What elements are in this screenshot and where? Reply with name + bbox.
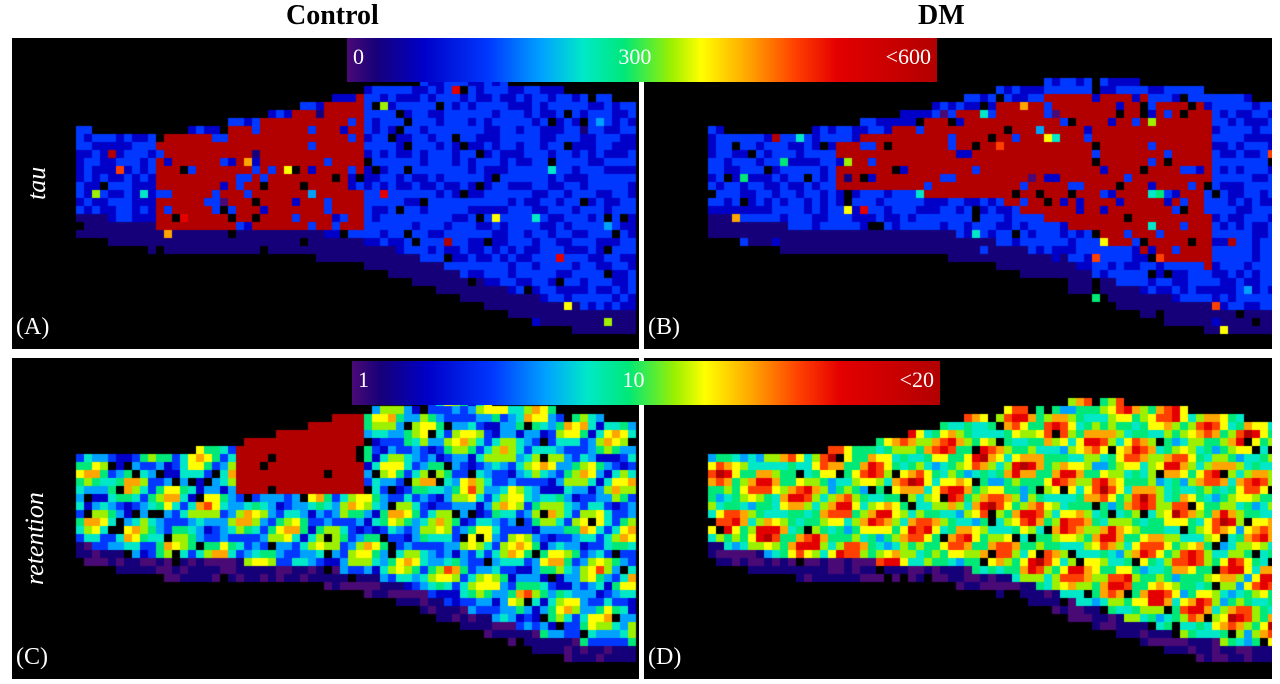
- colorbar-max-label: <600: [885, 44, 931, 69]
- panel-c-control-retention-map: (C): [12, 358, 639, 679]
- control-column-title: Control: [286, 0, 379, 31]
- tau-colorbar: 0 300 <600: [347, 38, 937, 82]
- colorbar-gradient: [347, 38, 937, 82]
- colorbar-mid-label: 10: [622, 367, 645, 392]
- panel-d-label: (D): [648, 644, 682, 670]
- retention-colorbar: 1 10 <20: [352, 361, 940, 405]
- panel-a-label: (A): [16, 314, 50, 340]
- colorbar-min-label: 1: [358, 367, 369, 392]
- dm-column-title: DM: [918, 0, 965, 31]
- panel-b-label: (B): [648, 314, 680, 340]
- panel-d-dm-retention-map: (D): [644, 358, 1272, 679]
- panel-a-control-tau-map: (A): [12, 38, 639, 349]
- tau-row-label: tau: [22, 166, 51, 200]
- tau-map-image: [12, 38, 639, 349]
- colorbar-max-label: <20: [899, 367, 934, 392]
- tau-map-image: [644, 38, 1272, 349]
- colorbar-mid-label: 300: [618, 44, 652, 69]
- retention-map-image: [644, 358, 1272, 679]
- panel-b-dm-tau-map: (B): [644, 38, 1272, 349]
- panel-c-label: (C): [16, 644, 48, 670]
- panel-divider: [639, 38, 644, 679]
- retention-map-image: [12, 358, 639, 679]
- colorbar-min-label: 0: [353, 44, 364, 69]
- retention-row-label: retention: [20, 492, 49, 585]
- colorbar-gradient: [352, 361, 940, 405]
